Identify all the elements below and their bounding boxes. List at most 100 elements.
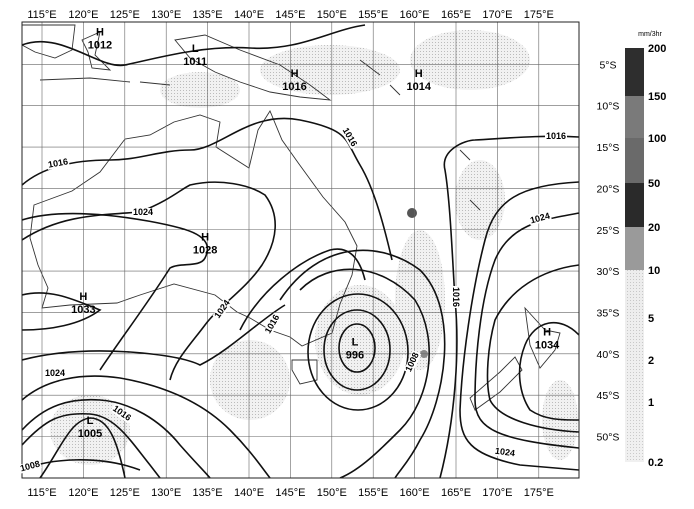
legend-value: 20 xyxy=(648,222,660,234)
legend-value: 10 xyxy=(648,265,660,277)
lon-label-top: 165°E xyxy=(441,9,471,21)
lat-label: 30°S xyxy=(597,266,620,278)
lon-label-bottom: 130°E xyxy=(151,487,181,499)
isobar xyxy=(22,24,366,67)
center-type: H xyxy=(96,27,104,39)
isobar xyxy=(22,212,209,371)
lon-label-top: 150°E xyxy=(317,9,347,21)
legend-swatch xyxy=(625,227,644,270)
isobar-label-bg xyxy=(110,403,134,424)
lon-label-bottom: 145°E xyxy=(275,487,305,499)
isobar xyxy=(39,417,126,478)
lat-label: 5°S xyxy=(599,59,616,71)
center-type: H xyxy=(79,291,87,303)
isobar-label-bg xyxy=(46,157,70,170)
isobar-label-bg xyxy=(545,132,567,141)
new-zealand-south-coast xyxy=(469,356,523,411)
lon-label-bottom: 165°E xyxy=(441,487,471,499)
lon-label-bottom: 115°E xyxy=(27,487,56,499)
legend-swatch xyxy=(625,183,644,227)
isobar-label-bg xyxy=(493,446,517,459)
isobar xyxy=(22,117,393,261)
isobar-label-bg xyxy=(451,286,460,308)
center-type: L xyxy=(352,337,359,349)
center-type: H xyxy=(543,327,551,339)
isobar-label-bg xyxy=(340,125,359,150)
center-pressure: 996 xyxy=(346,350,364,362)
legend-swatch xyxy=(625,96,644,138)
center-pressure: 1033 xyxy=(71,304,95,316)
lon-label-top: 175°E xyxy=(524,9,554,21)
lat-label: 15°S xyxy=(597,142,620,154)
isobar xyxy=(22,181,276,381)
isobars xyxy=(22,24,579,478)
isobar xyxy=(22,292,102,331)
lat-label: 50°S xyxy=(597,432,620,444)
heavy-rain-spot xyxy=(407,208,417,218)
isobar-label: 1016 xyxy=(47,156,68,169)
center-type: L xyxy=(192,43,199,55)
isobar-label-bg xyxy=(263,312,282,337)
isobar-label: 1024 xyxy=(45,368,65,378)
isobar-label: 1024 xyxy=(133,207,153,217)
lon-label-bottom: 150°E xyxy=(317,487,347,499)
lon-label-top: 135°E xyxy=(193,9,223,21)
lat-label: 40°S xyxy=(597,349,620,361)
lon-label-top: 140°E xyxy=(234,9,264,21)
isobar xyxy=(299,268,430,478)
center-type: H xyxy=(415,68,423,80)
lon-label-bottom: 160°E xyxy=(400,487,430,499)
lat-label: 10°S xyxy=(597,101,620,113)
legend-value: 0.2 xyxy=(648,457,663,469)
lon-label-bottom: 125°E xyxy=(110,487,140,499)
australia-coast xyxy=(29,110,358,347)
isobar xyxy=(459,181,579,471)
lat-label: 25°S xyxy=(597,225,620,237)
center-type: L xyxy=(87,415,94,427)
center-pressure: 1014 xyxy=(406,81,431,93)
lon-label-top: 145°E xyxy=(275,9,305,21)
isobar xyxy=(518,321,579,421)
new-zealand-north-coast xyxy=(524,306,561,369)
borneo-coast xyxy=(22,24,76,59)
center-pressure: 1016 xyxy=(282,81,306,93)
isobar xyxy=(323,309,391,391)
lon-label-top: 130°E xyxy=(151,9,181,21)
map-frame xyxy=(21,21,580,479)
legend-value: 2 xyxy=(648,355,654,367)
legend-stipple xyxy=(625,270,644,462)
isobar-label: 1016 xyxy=(546,131,566,141)
legend-value: 5 xyxy=(648,313,654,325)
isobar xyxy=(307,293,409,411)
isobar xyxy=(22,398,211,478)
center-type: H xyxy=(291,68,299,80)
lat-label: 35°S xyxy=(597,307,620,319)
isobar-label-bg xyxy=(403,350,422,375)
center-pressure: 1005 xyxy=(78,428,102,440)
isobar xyxy=(338,323,376,373)
lon-label-top: 125°E xyxy=(110,9,140,21)
center-type: H xyxy=(201,232,209,244)
legend-swatch xyxy=(625,138,644,183)
lon-label-top: 155°E xyxy=(358,9,388,21)
center-pressure: 1012 xyxy=(88,40,112,52)
lon-label-top: 170°E xyxy=(482,9,512,21)
isobar xyxy=(22,304,286,366)
lon-label-top: 160°E xyxy=(400,9,430,21)
isobar xyxy=(474,212,579,449)
isobar-label-bg xyxy=(44,369,66,378)
legend-value: 150 xyxy=(648,91,666,103)
isobar-label-bg xyxy=(212,297,233,321)
lat-label: 20°S xyxy=(597,183,620,195)
lon-label-bottom: 140°E xyxy=(234,487,264,499)
legend-value: 200 xyxy=(648,43,666,55)
legend-value: 1 xyxy=(648,397,654,409)
lon-label-bottom: 120°E xyxy=(68,487,98,499)
